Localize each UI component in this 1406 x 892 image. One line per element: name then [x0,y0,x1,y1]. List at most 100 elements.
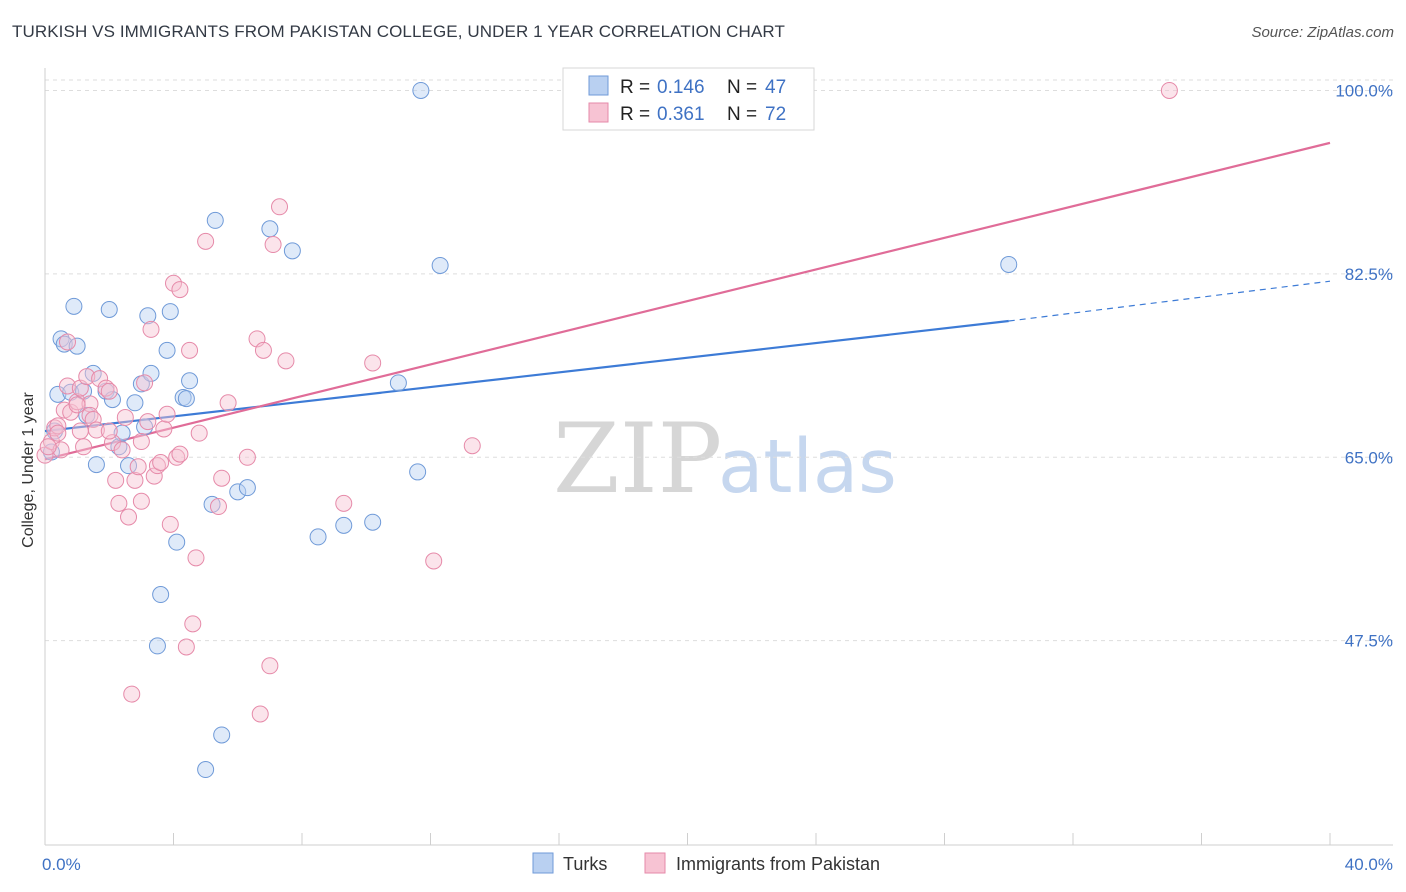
pakistan-point [264,236,282,254]
pakistan-point [261,657,279,675]
bottom-legend-swatch-pakistan [644,852,666,874]
pakistan-point [158,405,176,423]
legend-r-label: R = [620,104,650,125]
pakistan-point [120,508,138,526]
bottom-legend: Turks Immigrants from Pakistan [532,852,880,874]
turks-point [389,374,407,392]
pakistan-point [254,341,272,359]
pakistan-point [91,370,109,388]
legend-r-value: 0.146 [657,77,705,98]
pakistan-point [46,419,64,437]
pakistan-point [335,494,353,512]
legend-r-label: R = [620,77,650,98]
pakistan-point [116,408,134,426]
pakistan-point [58,377,76,395]
pakistan-point [97,379,115,397]
turks-point [238,479,256,497]
pakistan-point [139,413,157,431]
pakistan-point [52,441,70,459]
pakistan-point [75,438,93,456]
pakistan-point [58,333,76,351]
legend-swatch-turks [588,75,609,96]
legend-r-value: 0.361 [657,104,705,125]
turks-trend-line [44,319,1009,433]
turks-point [152,586,170,604]
legend-n-label: N = [727,104,757,125]
pakistan-point [145,467,163,485]
pakistan-point [425,552,443,570]
pakistan-point [155,420,173,438]
turks-point [148,637,166,655]
pakistan-point [129,458,147,476]
turks-point [409,463,427,481]
pakistan-point [123,685,141,703]
pakistan-point [165,274,182,292]
turks-point [136,418,154,436]
pakistan-point [171,445,189,463]
trend-lines [44,141,1331,461]
y-axis-label: College, Under 1 year [20,392,37,548]
turks-point [261,220,279,238]
turks-point [197,761,215,779]
x-tick-label: 0.0% [42,855,81,874]
turks-point [431,256,449,274]
pakistan-point [1160,81,1178,99]
chart-title: TURKISH VS IMMIGRANTS FROM PAKISTAN COLL… [12,22,785,41]
pakistan-point [100,382,118,400]
pakistan-point [152,454,170,471]
data-points [36,81,1178,779]
pakistan-point [251,705,269,723]
pakistan-point [136,374,154,392]
pakistan-point [68,396,86,414]
turks-point [158,341,176,359]
pakistan-point [84,411,102,429]
bottom-legend-swatch-turks [532,852,554,874]
pakistan-point [181,341,199,359]
pakistan-point [277,352,295,370]
turks-point [213,726,231,744]
turks-point [364,513,382,531]
turks-point [206,211,224,229]
pakistan-point [187,549,205,567]
pakistan-point [171,281,189,299]
gridlines [45,79,1393,642]
axes: 47.5% 65.0% 82.5% 100.0% 0.0% 40.0% [42,68,1393,874]
legend-n-value: 47 [765,77,786,98]
legend: R = 0.146 N = 47 R = 0.361 N = 72 [562,67,815,131]
turks-point [1000,255,1018,273]
turks-point [181,372,199,390]
turks-point [87,456,105,474]
turks-point [412,81,430,99]
turks-trend-extension [1008,280,1331,322]
pakistan-point [463,437,481,455]
turks-point [49,385,67,403]
turks-point [309,528,327,546]
turks-point [335,516,353,534]
pakistan-point [49,417,67,435]
y-tick-label: 100.0% [1335,81,1393,100]
pakistan-point [168,448,186,466]
turks-point [68,337,86,355]
turks-point [126,394,144,412]
pakistan-point [110,494,128,512]
pakistan-point [142,320,160,338]
turks-point [283,242,301,260]
turks-point [142,364,160,382]
pakistan-point [126,471,144,489]
pakistan-point [107,471,125,489]
turks-point [168,533,186,551]
y-tick-label: 82.5% [1345,265,1393,284]
pakistan-point [62,403,80,421]
pakistan-point [71,422,89,440]
pakistan-point [39,438,57,456]
turks-point [65,297,83,315]
turks-point [229,483,247,501]
turks-point [161,303,179,321]
pakistan-point [161,515,179,533]
pakistan-point [113,441,131,459]
turks-point [177,390,195,408]
pakistan-point [238,448,256,466]
bottom-legend-pakistan: Immigrants from Pakistan [676,854,880,874]
turks-point [55,335,73,353]
pakistan-point [132,492,150,510]
